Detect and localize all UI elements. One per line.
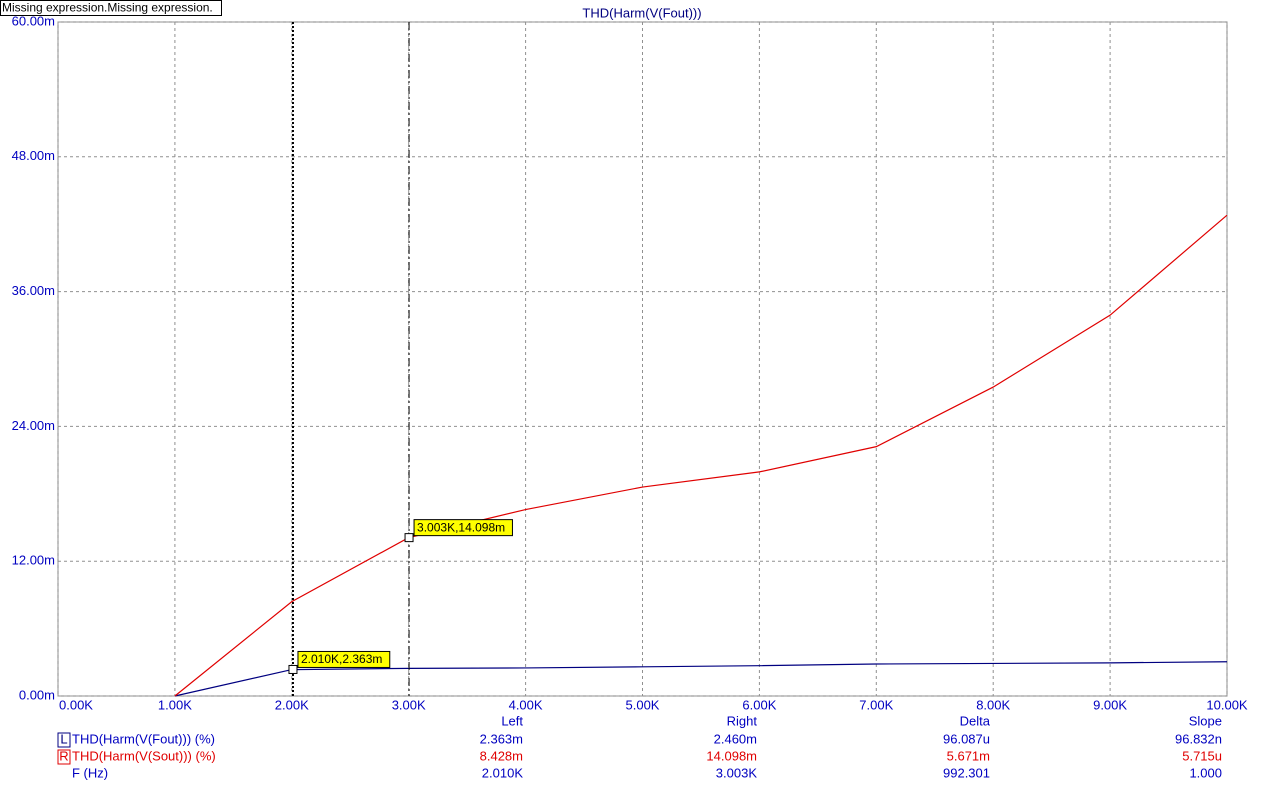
- row-marker-box: [57, 732, 71, 748]
- row-name: THD(Harm(V(Fout))) (%): [72, 731, 215, 746]
- y-tick-label: 48.00m: [12, 148, 55, 163]
- series-line: [174, 214, 1228, 697]
- cursor-label-box: [297, 650, 391, 668]
- y-tick-label: 36.00m: [12, 283, 55, 298]
- y-tick-label: 24.00m: [12, 418, 55, 433]
- table-value: 96.832n: [1175, 731, 1222, 746]
- row-marker: L: [60, 731, 67, 746]
- row-marker: R: [59, 748, 68, 763]
- table-value: 2.363m: [480, 731, 523, 746]
- table-value: 5.715u: [1182, 748, 1222, 763]
- table-value: 8.428m: [480, 748, 523, 763]
- chart-title: THD(Harm(V(Fout))): [582, 5, 701, 20]
- x-tick-label: 1.00K: [158, 697, 192, 712]
- table-value: 96.087u: [943, 731, 990, 746]
- table-header: Delta: [960, 713, 991, 728]
- x-tick-label: 0.00K: [59, 697, 93, 712]
- table-header: Right: [727, 713, 758, 728]
- x-tick-label: 4.00K: [509, 697, 543, 712]
- table-value: 5.671m: [947, 748, 990, 763]
- y-tick-label: 60.00m: [12, 13, 55, 28]
- x-tick-label: 2.00K: [275, 697, 309, 712]
- series-line: [174, 661, 1228, 697]
- x-tick-label: 9.00K: [1093, 697, 1127, 712]
- x-tick-label: 5.00K: [626, 697, 660, 712]
- cursor-label-box: [413, 519, 513, 537]
- status-box: [0, 0, 222, 16]
- table-value: 2.460m: [714, 731, 757, 746]
- row-name: F (Hz): [72, 765, 108, 780]
- table-header: Left: [501, 713, 523, 728]
- status-text: Missing expression.Missing expression.: [2, 1, 213, 15]
- x-tick-label: 10.00K: [1206, 697, 1248, 712]
- table-value: 992.301: [943, 765, 990, 780]
- table-value: 1.000: [1189, 765, 1222, 780]
- x-tick-label: 6.00K: [742, 697, 776, 712]
- cursor-label: 2.010K,2.363m: [301, 652, 382, 666]
- row-marker-box: [57, 749, 71, 765]
- x-tick-label: 3.00K: [392, 697, 426, 712]
- cursor-point: [288, 664, 298, 674]
- y-tick-label: 0.00m: [19, 687, 55, 702]
- table-value: 2.010K: [482, 765, 524, 780]
- table-header: Slope: [1189, 713, 1222, 728]
- cursor-label: 3.003K,14.098m: [417, 520, 505, 534]
- x-tick-label: 8.00K: [976, 697, 1010, 712]
- cursor-point: [404, 533, 414, 543]
- y-tick-label: 12.00m: [12, 553, 55, 568]
- row-name: THD(Harm(V(Sout))) (%): [72, 748, 216, 763]
- x-tick-label: 7.00K: [859, 697, 893, 712]
- table-value: 14.098m: [706, 748, 757, 763]
- table-value: 3.003K: [716, 765, 758, 780]
